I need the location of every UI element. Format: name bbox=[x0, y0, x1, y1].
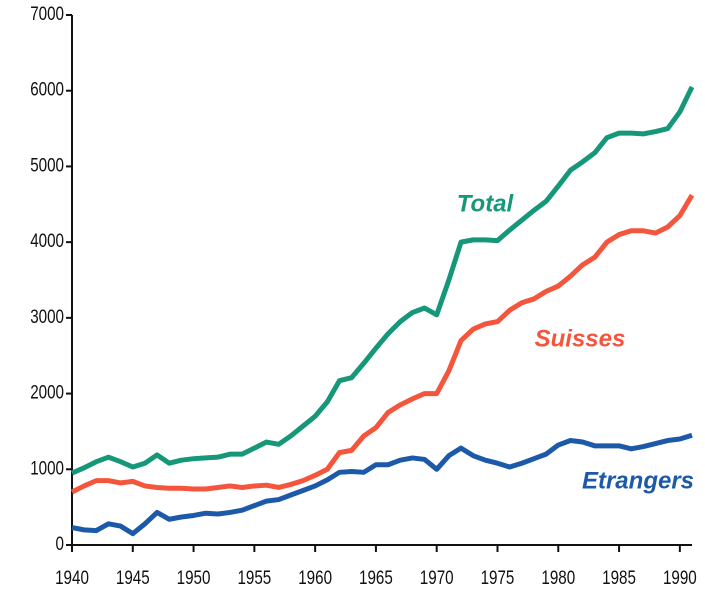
series-line bbox=[70, 193, 695, 495]
x-tick-label: 1940 bbox=[55, 566, 89, 588]
x-tick-label: 1985 bbox=[602, 566, 636, 588]
x-tick-label: 1945 bbox=[116, 566, 150, 588]
y-tick-label: 7000 bbox=[30, 2, 64, 24]
series-label: Etrangers bbox=[582, 467, 694, 494]
y-tick-label: 5000 bbox=[30, 154, 64, 176]
y-tick-label: 4000 bbox=[30, 229, 64, 251]
x-tick-label: 1990 bbox=[663, 566, 697, 588]
y-tick-label: 3000 bbox=[30, 305, 64, 327]
y-tick-label: 1000 bbox=[30, 457, 64, 479]
x-tick-label: 1950 bbox=[177, 566, 211, 588]
y-tick-label: 6000 bbox=[30, 78, 64, 100]
x-tick-label: 1960 bbox=[298, 566, 332, 588]
series-label: Total bbox=[457, 190, 515, 217]
x-tick-label: 1955 bbox=[237, 566, 271, 588]
x-tick-label: 1965 bbox=[359, 566, 393, 588]
x-tick-label: 1980 bbox=[541, 566, 575, 588]
x-tick-label: 1975 bbox=[481, 566, 515, 588]
series-line bbox=[71, 85, 695, 476]
x-tick-label: 1970 bbox=[420, 566, 454, 588]
y-tick-label: 2000 bbox=[30, 381, 64, 403]
y-tick-label: 0 bbox=[56, 532, 64, 554]
series-line bbox=[71, 432, 693, 537]
series-label: Suisses bbox=[535, 325, 626, 352]
